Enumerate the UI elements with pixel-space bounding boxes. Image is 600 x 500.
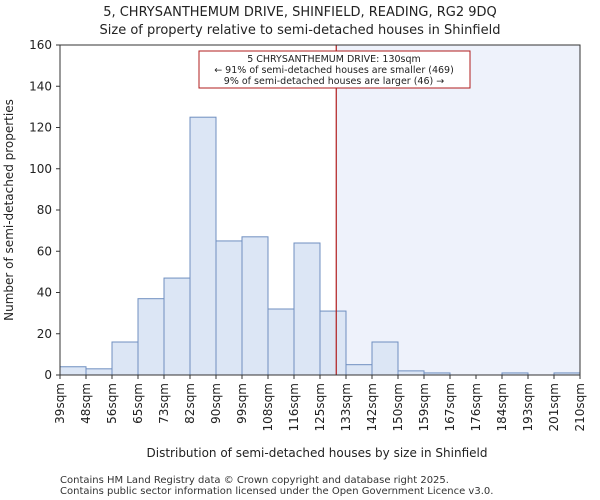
- bar: [111, 341, 139, 376]
- bar: [267, 308, 295, 376]
- y-tick-label: 0: [44, 368, 52, 382]
- x-ticks: 39sqm 48sqm 56sqm 65sqm 73sqm 82sqm 90sqm 99sqm…: [53, 375, 587, 431]
- y-tick-label: 80: [37, 203, 52, 217]
- bar: [163, 277, 191, 376]
- x-tick-label: 82sqm: [183, 383, 197, 424]
- footer-line-1: Contains HM Land Registry data © Crown c…: [60, 475, 449, 486]
- x-tick-label: 56sqm: [105, 383, 119, 424]
- chart-title: 5, CHRYSANTHEMUM DRIVE, SHINFIELD, READI…: [103, 5, 497, 20]
- y-tick-label: 60: [37, 244, 52, 258]
- x-tick-label: 108sqm: [261, 383, 275, 431]
- bar: [319, 310, 347, 376]
- larger-region-shade: [336, 45, 580, 375]
- bar: [59, 366, 87, 376]
- x-tick-label: 210sqm: [573, 383, 587, 431]
- x-tick-label: 73sqm: [157, 383, 171, 424]
- x-tick-label: 184sqm: [495, 383, 509, 431]
- x-tick-label: 39sqm: [53, 383, 67, 424]
- annotation-box: 5 CHRYSANTHEMUM DRIVE: 130sqm ← 91% of s…: [198, 50, 471, 89]
- bar: [85, 368, 113, 376]
- bars: [59, 45, 581, 376]
- bar: [293, 242, 321, 376]
- x-tick-label: 201sqm: [547, 383, 561, 431]
- bar: [397, 370, 425, 376]
- y-tick-label: 100: [29, 162, 52, 176]
- x-tick-label: 159sqm: [417, 383, 431, 431]
- y-tick-label: 140: [29, 79, 52, 93]
- x-axis-label: Distribution of semi-detached houses by …: [147, 446, 488, 460]
- annotation-line-2: ← 91% of semi-detached houses are smalle…: [214, 65, 454, 76]
- y-tick-label: 20: [37, 327, 52, 341]
- bar: [189, 116, 217, 376]
- x-tick-label: 90sqm: [209, 383, 223, 424]
- x-tick-label: 142sqm: [365, 383, 379, 431]
- bar: [345, 364, 373, 376]
- x-tick-label: 150sqm: [391, 383, 405, 431]
- chart-subtitle: Size of property relative to semi-detach…: [100, 23, 501, 38]
- x-tick-label: 48sqm: [79, 383, 93, 424]
- y-axis-label: Number of semi-detached properties: [2, 99, 16, 321]
- bar: [241, 236, 269, 376]
- plot-background: [336, 45, 580, 375]
- x-tick-label: 65sqm: [131, 383, 145, 424]
- annotation-line-1: 5 CHRYSANTHEMUM DRIVE: 130sqm: [247, 54, 421, 65]
- annotation-line-3: 9% of semi-detached houses are larger (4…: [224, 76, 444, 87]
- x-tick-label: 176sqm: [469, 383, 483, 431]
- y-ticks: 0 20 40 60 80 100 120 140 160: [29, 38, 60, 382]
- y-tick-label: 40: [37, 286, 52, 300]
- footer-line-2: Contains public sector information licen…: [60, 486, 493, 497]
- x-tick-label: 116sqm: [287, 383, 301, 431]
- x-tick-label: 125sqm: [313, 383, 327, 431]
- x-tick-label: 167sqm: [443, 383, 457, 431]
- y-tick-label: 160: [29, 38, 52, 52]
- bar: [137, 298, 165, 376]
- annotation-frame: [198, 50, 471, 89]
- x-tick-label: 99sqm: [235, 383, 249, 424]
- bar: [215, 240, 243, 376]
- y-tick-label: 120: [29, 121, 52, 135]
- x-tick-label: 133sqm: [339, 383, 353, 431]
- x-tick-label: 193sqm: [521, 383, 535, 431]
- bar: [371, 341, 399, 376]
